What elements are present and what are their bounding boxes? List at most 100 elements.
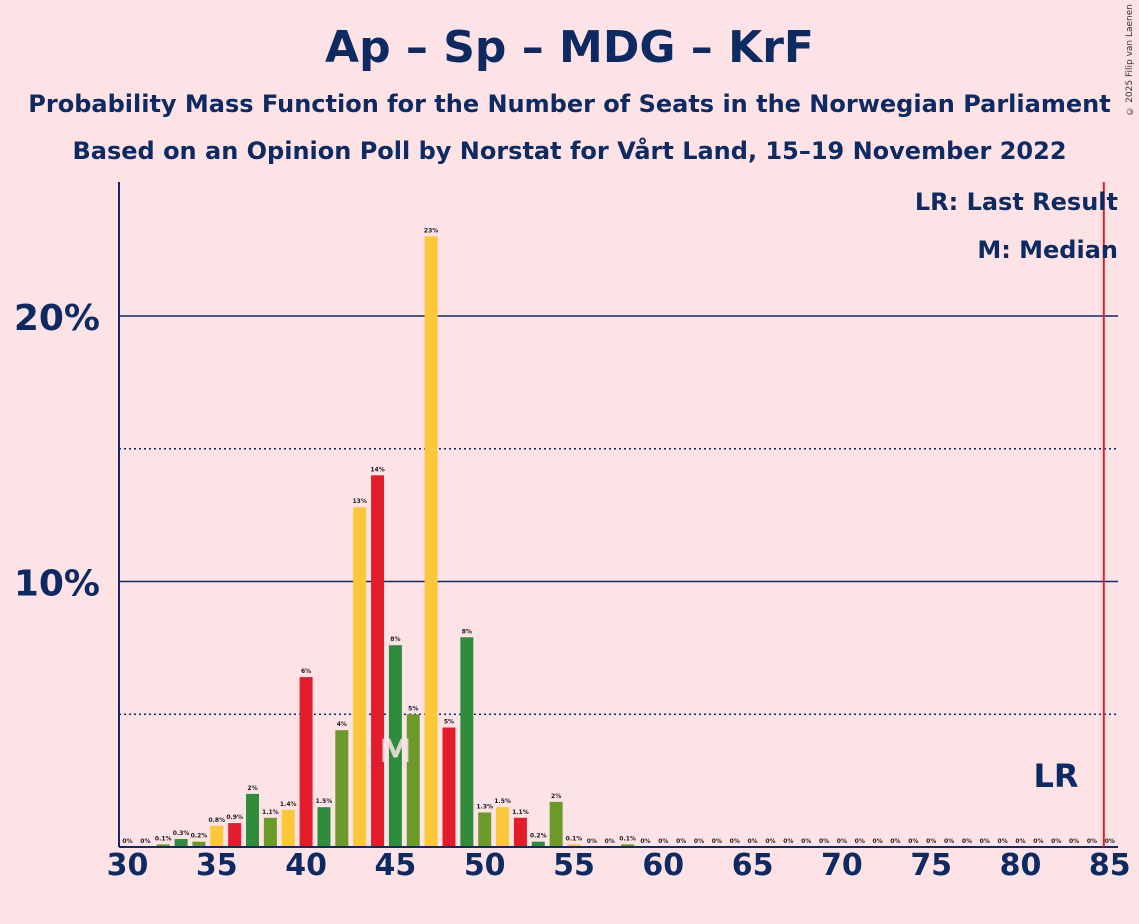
bar-value-label: 0.1% <box>155 835 172 842</box>
bar-value-label: 0% <box>122 838 132 845</box>
bar-seat-37 <box>246 793 260 847</box>
bar-value-label: 0% <box>676 838 686 845</box>
bar-seat-43 <box>353 507 367 847</box>
x-tick-label: 60 <box>642 848 684 883</box>
x-tick-label: 75 <box>910 848 952 883</box>
bar-value-label: 0% <box>712 838 722 845</box>
bar-seat-48 <box>442 727 456 847</box>
bar-value-label: 13% <box>352 498 366 505</box>
bar-value-label: 0.3% <box>173 830 190 837</box>
bar-value-label: 0% <box>730 838 740 845</box>
x-tick-label: 45 <box>375 848 417 883</box>
bar-value-label: 0% <box>962 838 972 845</box>
x-tick-label: 80 <box>1000 848 1042 883</box>
bar-value-label: 0% <box>908 838 918 845</box>
bar-value-label: 0% <box>1069 838 1079 845</box>
bar-value-label: 0% <box>640 838 650 845</box>
x-tick-label: 55 <box>553 848 595 883</box>
last-result-marker: LR <box>1033 757 1078 795</box>
bar-seat-49 <box>460 637 474 847</box>
bar-value-label: 0% <box>1015 838 1025 845</box>
chart-subtitle: Probability Mass Function for the Number… <box>28 90 1111 118</box>
bar-seat-51 <box>496 807 510 847</box>
x-tick-label: 85 <box>1089 848 1131 883</box>
y-tick-label: 10% <box>14 564 100 605</box>
bar-seat-34 <box>192 841 206 847</box>
bar-value-label: 1.5% <box>494 798 511 805</box>
bar-value-label: 0% <box>980 838 990 845</box>
x-tick-label: 50 <box>464 848 506 883</box>
bar-value-label: 0% <box>783 838 793 845</box>
bar-value-label: 0% <box>837 838 847 845</box>
bar-value-label: 0.9% <box>226 814 243 821</box>
bar-value-label: 8% <box>390 636 400 643</box>
median-marker: M <box>379 732 411 770</box>
bar-value-label: 0% <box>694 838 704 845</box>
bar-seat-46 <box>406 714 420 847</box>
bar-seat-50 <box>478 812 492 847</box>
bar-seat-58 <box>621 844 635 847</box>
bar-value-label: 0% <box>873 838 883 845</box>
bar-value-label: 14% <box>370 466 384 473</box>
bar-value-label: 0% <box>1051 838 1061 845</box>
bar-seat-44 <box>371 475 385 847</box>
bar-value-label: 0.1% <box>566 835 583 842</box>
bar-value-label: 0% <box>1105 838 1115 845</box>
x-tick-label: 40 <box>285 848 327 883</box>
bar-value-label: 0% <box>998 838 1008 845</box>
bar-seat-32 <box>156 844 170 847</box>
bar-seat-55 <box>567 844 581 847</box>
bar-value-label: 0% <box>605 838 615 845</box>
bar-value-label: 0% <box>658 838 668 845</box>
x-tick-label: 30 <box>107 848 149 883</box>
bar-value-label: 4% <box>337 721 347 728</box>
bar-seat-54 <box>549 801 563 847</box>
chart-source: Based on an Opinion Poll by Norstat for … <box>72 137 1067 165</box>
bar-seat-33 <box>174 839 188 847</box>
x-tick-label: 35 <box>196 848 238 883</box>
chart-title: Ap – Sp – MDG – KrF <box>325 22 814 73</box>
bar-seat-41 <box>317 807 331 847</box>
bar-value-label: 5% <box>444 719 454 726</box>
bar-value-label: 1.4% <box>280 801 297 808</box>
bar-value-label: 0% <box>1033 838 1043 845</box>
bar-value-label: 1.3% <box>476 803 493 810</box>
bar-seat-45 <box>388 645 402 847</box>
bar-value-label: 8% <box>462 628 472 635</box>
bar-value-label: 0% <box>801 838 811 845</box>
bar-value-label: 0% <box>944 838 954 845</box>
y-tick-label: 20% <box>14 298 100 339</box>
bar-value-label: 0% <box>855 838 865 845</box>
bar-value-label: 1.5% <box>316 798 333 805</box>
bar-value-label: 0.8% <box>208 817 225 824</box>
bar-value-label: 1.1% <box>512 809 529 816</box>
bar-value-label: 0.1% <box>619 835 636 842</box>
bar-value-label: 0% <box>587 838 597 845</box>
bar-value-label: 0% <box>748 838 758 845</box>
bar-value-label: 0% <box>140 838 150 845</box>
bar-value-label: 2% <box>551 793 561 800</box>
bar-seat-38 <box>263 817 277 847</box>
bar-seat-40 <box>299 677 313 847</box>
x-tick-label: 65 <box>732 848 774 883</box>
bar-seat-52 <box>513 817 527 847</box>
bar-value-label: 1.1% <box>262 809 279 816</box>
bar-value-label: 0% <box>765 838 775 845</box>
bar-value-label: 0% <box>1087 838 1097 845</box>
bar-value-label: 2% <box>247 785 257 792</box>
bar-seat-39 <box>281 809 295 847</box>
bar-seat-36 <box>228 823 242 847</box>
legend-last-result: LR: Last Result <box>915 188 1118 216</box>
bar-value-label: 0.2% <box>191 833 208 840</box>
bar-value-label: 0% <box>890 838 900 845</box>
bar-value-label: 0.2% <box>530 833 547 840</box>
bar-value-label: 6% <box>301 668 311 675</box>
bar-value-label: 23% <box>424 227 438 234</box>
bar-value-label: 5% <box>408 705 418 712</box>
bar-seat-42 <box>335 730 349 847</box>
bar-value-label: 0% <box>926 838 936 845</box>
bar-seat-35 <box>210 825 224 847</box>
x-tick-label: 70 <box>821 848 863 883</box>
legend-median: M: Median <box>977 236 1118 264</box>
